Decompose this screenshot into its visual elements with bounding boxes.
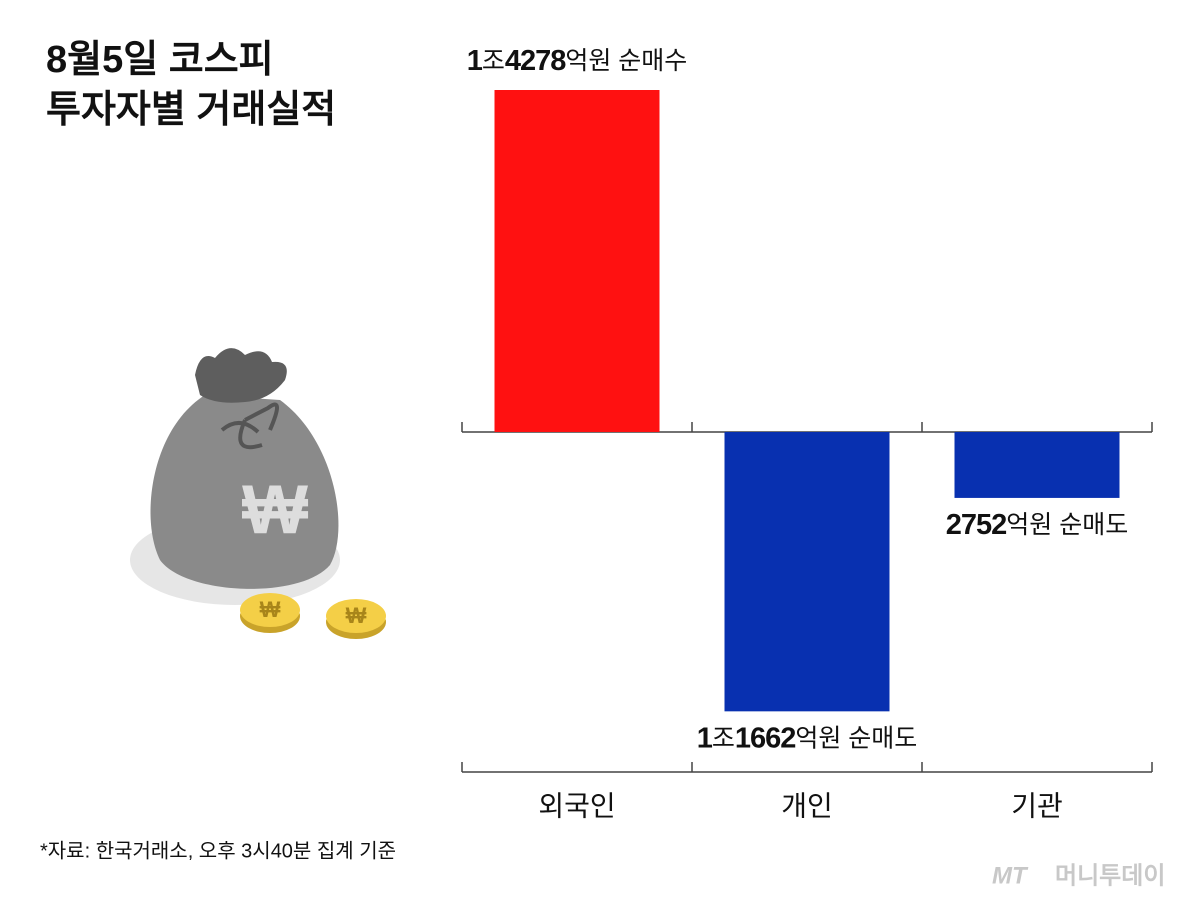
chart-title: 투자자별 거래실적	[46, 89, 336, 131]
x-tick-label: 외국인	[538, 790, 615, 821]
value-label: 1조4278억원 순매수	[467, 45, 688, 77]
logo: 머니투데이	[1055, 862, 1165, 889]
value-label: 2752억원 순매도	[946, 509, 1128, 541]
bar	[724, 432, 890, 712]
source-note: *자료: 한국거래소, 오후 3시40분 집계 기준	[40, 839, 396, 862]
chart-title: 8월5일 코스피	[46, 39, 274, 81]
money-bag-illustration: ₩ ₩ ₩	[130, 348, 386, 639]
svg-text:₩: ₩	[260, 597, 281, 622]
svg-text:₩: ₩	[346, 603, 367, 628]
value-label: 1조1662억원 순매도	[697, 722, 918, 754]
x-tick-label: 기관	[1011, 790, 1063, 821]
x-tick-label: 개인	[781, 790, 833, 821]
logo: MT	[992, 862, 1029, 889]
bar	[494, 90, 660, 432]
svg-text:₩: ₩	[242, 470, 309, 548]
bar	[954, 432, 1120, 498]
